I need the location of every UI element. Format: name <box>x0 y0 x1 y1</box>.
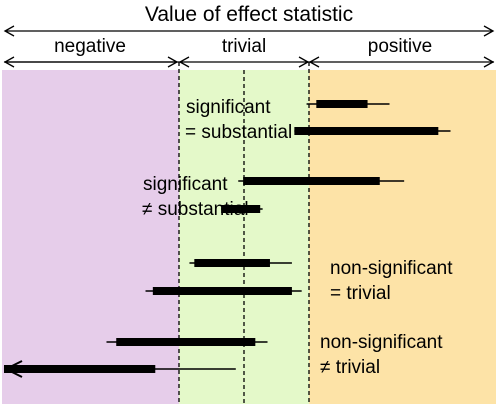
negative-region <box>2 70 179 404</box>
trivial-arrow-right-head <box>298 56 310 68</box>
negative-label: negative <box>54 36 126 57</box>
positive-label: positive <box>368 36 432 57</box>
title-arrow-right-head <box>483 25 495 37</box>
annotation-significant-substantial-line1: significant <box>186 97 271 118</box>
trivial-label: trivial <box>222 36 266 57</box>
interval-6-bar <box>152 287 292 295</box>
negative-arrow-left-head <box>3 56 15 68</box>
annotation-significant-substantial-line2: = substantial <box>185 122 292 143</box>
interval-5-bar <box>194 259 270 267</box>
positive-arrow-right-head <box>483 56 495 68</box>
interval-8-bar <box>4 365 156 373</box>
negative-arrow-right-head <box>167 56 179 68</box>
diagram-title: Value of effect statistic <box>145 3 353 26</box>
annotation-significant-not-substantial-line2: ≠ substantial <box>142 199 249 220</box>
trivial-arrow-left-head <box>178 56 190 68</box>
annotation-nonsignificant-trivial-line1: non-significant <box>330 258 453 279</box>
trivial-region <box>179 70 309 404</box>
positive-region <box>309 70 496 404</box>
positive-arrow-left-head <box>308 56 320 68</box>
title-arrow-left-head <box>3 25 15 37</box>
annotation-significant-not-substantial-line1: significant <box>143 174 228 195</box>
interval-2-bar <box>294 127 439 135</box>
interval-1-bar <box>316 100 368 108</box>
annotation-nonsignificant-not-trivial-line2: ≠ trivial <box>320 357 380 378</box>
interval-8-arrowhead <box>3 360 23 378</box>
interval-4-bar <box>221 205 261 213</box>
annotation-nonsignificant-not-trivial-line1: non-significant <box>320 332 443 353</box>
interval-3-bar <box>243 177 380 185</box>
interval-7-bar <box>116 338 256 346</box>
annotation-nonsignificant-trivial-line2: = trivial <box>330 283 391 304</box>
interval-group <box>3 100 451 378</box>
